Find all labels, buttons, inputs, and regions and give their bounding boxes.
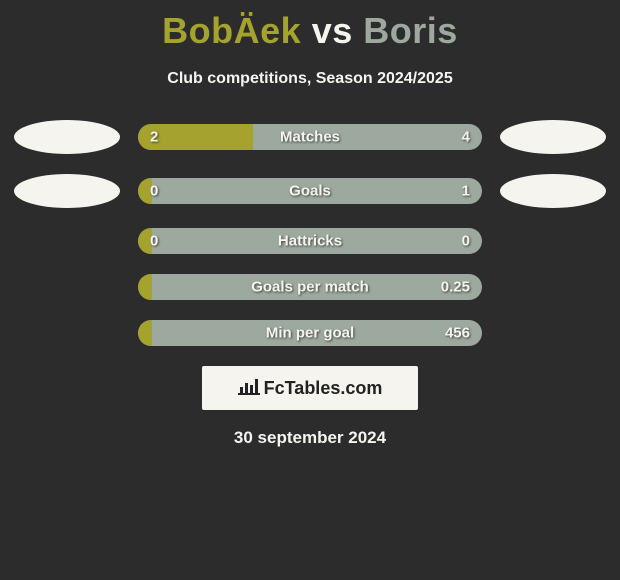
stat-left-value: 0 xyxy=(150,233,158,250)
player2-name: Boris xyxy=(363,10,458,51)
stat-row: 2 Matches 4 xyxy=(0,120,620,154)
player2-indicator xyxy=(500,174,606,208)
stat-row: 0 Goals 1 xyxy=(0,174,620,208)
logo: FcTables.com xyxy=(238,377,383,400)
logo-box: FcTables.com xyxy=(202,366,418,410)
stat-bar: Min per goal 456 xyxy=(138,320,482,346)
stat-row: 0 Hattricks 0 xyxy=(0,228,620,254)
stat-label: Goals xyxy=(289,183,331,200)
player1-name: BobÄek xyxy=(162,10,301,51)
stat-bar: Goals per match 0.25 xyxy=(138,274,482,300)
comparison-title: BobÄek vs Boris xyxy=(0,0,620,52)
stat-right-value: 1 xyxy=(462,183,470,200)
stat-label: Goals per match xyxy=(251,279,369,296)
date: 30 september 2024 xyxy=(0,428,620,448)
vs-separator: vs xyxy=(312,10,353,51)
subtitle: Club competitions, Season 2024/2025 xyxy=(0,70,620,88)
stat-bar: 2 Matches 4 xyxy=(138,124,482,150)
stat-bar: 0 Hattricks 0 xyxy=(138,228,482,254)
stat-left-value: 2 xyxy=(150,129,158,146)
stat-label: Min per goal xyxy=(266,325,354,342)
chart-icon xyxy=(238,377,260,400)
player1-indicator xyxy=(14,120,120,154)
stat-right-value: 456 xyxy=(445,325,470,342)
stat-row: Goals per match 0.25 xyxy=(0,274,620,300)
stat-right-value: 0.25 xyxy=(441,279,470,296)
stat-bar-fill xyxy=(138,274,152,300)
stat-row: Min per goal 456 xyxy=(0,320,620,346)
bars-container: 2 Matches 4 0 Goals 1 0 Hattricks 0 Goals per mat… xyxy=(0,120,620,346)
stat-label: Hattricks xyxy=(278,233,342,250)
stat-bar: 0 Goals 1 xyxy=(138,178,482,204)
stat-bar-fill xyxy=(138,320,152,346)
player2-indicator xyxy=(500,120,606,154)
stat-label: Matches xyxy=(280,129,340,146)
logo-text: FcTables.com xyxy=(264,378,383,399)
stat-left-value: 0 xyxy=(150,183,158,200)
stat-right-value: 4 xyxy=(462,129,470,146)
stat-right-value: 0 xyxy=(462,233,470,250)
player1-indicator xyxy=(14,174,120,208)
